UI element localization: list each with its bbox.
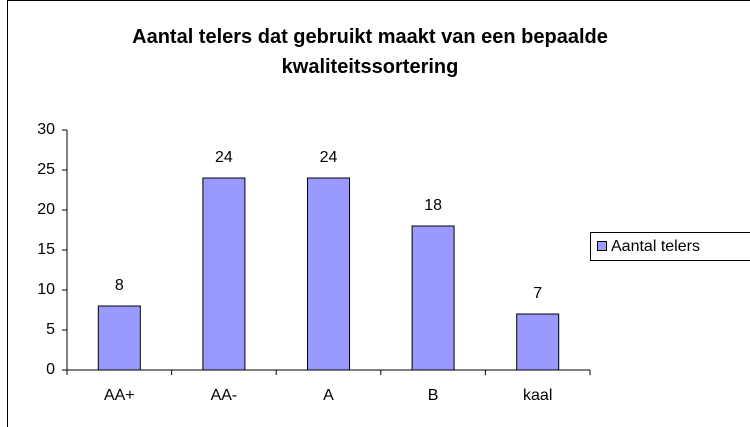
legend-box	[590, 232, 750, 261]
x-tick-label: AA-	[211, 387, 238, 404]
y-tick-label: 25	[37, 161, 55, 178]
bar	[97, 305, 141, 371]
value-label: 7	[533, 285, 542, 302]
value-label: 24	[215, 149, 233, 166]
bar	[516, 313, 560, 371]
bar	[411, 225, 455, 371]
value-label: 18	[424, 197, 442, 214]
value-label: 8	[115, 277, 124, 294]
legend-swatch	[597, 241, 607, 251]
bar	[202, 177, 246, 371]
y-tick-label: 20	[37, 201, 55, 218]
bar	[307, 177, 350, 371]
x-tick-label: kaal	[523, 387, 552, 404]
y-tick-label: 0	[46, 361, 55, 378]
chart-frame	[7, 0, 750, 427]
chart-title: Aantal telers dat gebruikt maakt van een…	[132, 26, 608, 78]
y-tick-label: 15	[37, 241, 55, 258]
x-tick-label: B	[428, 387, 439, 404]
legend-label: Aantal telers	[611, 238, 700, 255]
y-tick-label: 30	[37, 121, 55, 138]
value-label: 24	[320, 149, 338, 166]
x-tick-label: A	[323, 387, 334, 404]
y-tick-label: 5	[46, 321, 55, 338]
x-tick-label: AA+	[104, 387, 135, 404]
y-tick-label: 10	[37, 281, 55, 298]
